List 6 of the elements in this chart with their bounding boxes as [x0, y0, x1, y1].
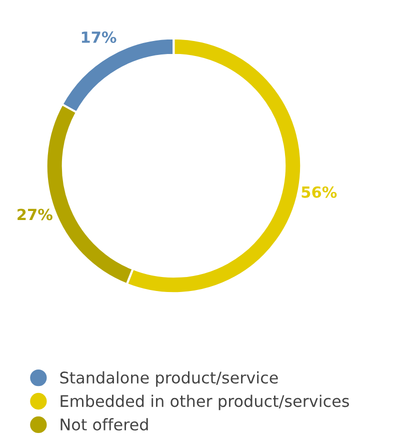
- data-label: 27%: [18, 208, 52, 220]
- data-label: 17%: [82, 31, 116, 43]
- legend-label: Embedded in other product/services: [60, 394, 349, 410]
- legend-label: Not offered: [60, 418, 148, 431]
- data-label: 56%: [302, 186, 337, 198]
- legend-label: Standalone product/service: [60, 371, 278, 387]
